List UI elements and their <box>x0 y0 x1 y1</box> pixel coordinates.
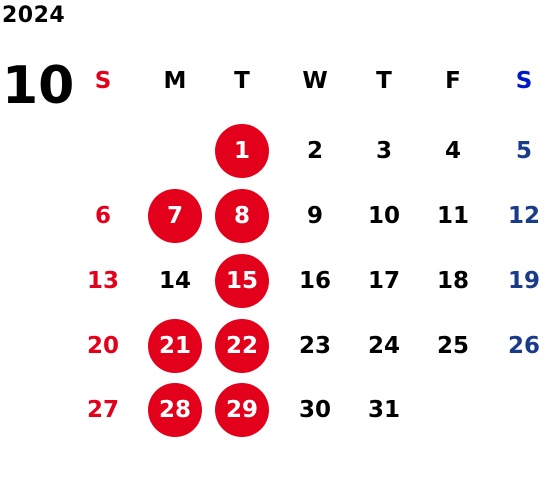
day-cell: 6 <box>94 203 111 229</box>
day-cell: 26 <box>507 333 540 359</box>
day-cell: 15 <box>215 254 269 308</box>
day-cell: 14 <box>158 268 191 294</box>
day-cell: 25 <box>436 333 469 359</box>
day-cell: 1 <box>215 124 269 178</box>
weekday-header: T <box>234 68 250 94</box>
day-cell: 11 <box>436 203 469 229</box>
day-cell: 20 <box>86 333 119 359</box>
day-cell: 27 <box>86 397 119 423</box>
day-cell: 23 <box>298 333 331 359</box>
day-cell: 3 <box>375 138 392 164</box>
day-cell: 16 <box>298 268 331 294</box>
weekday-header: M <box>163 68 187 94</box>
day-cell: 24 <box>367 333 400 359</box>
weekday-header: S <box>515 68 533 94</box>
day-cell: 21 <box>148 319 202 373</box>
day-cell: 7 <box>148 189 202 243</box>
weekday-header: S <box>94 68 112 94</box>
day-cell: 22 <box>215 319 269 373</box>
day-cell: 13 <box>86 268 119 294</box>
day-cell: 8 <box>215 189 269 243</box>
day-cell: 19 <box>507 268 540 294</box>
day-cell: 12 <box>507 203 540 229</box>
weekday-header: F <box>445 68 461 94</box>
day-cell: 5 <box>515 138 532 164</box>
day-cell: 30 <box>298 397 331 423</box>
day-cell: 4 <box>444 138 461 164</box>
day-cell: 18 <box>436 268 469 294</box>
day-cell: 31 <box>367 397 400 423</box>
day-cell: 29 <box>215 383 269 437</box>
day-cell: 9 <box>306 203 323 229</box>
year-label: 2024 <box>2 3 66 28</box>
weekday-header: W <box>302 68 328 94</box>
day-cell: 10 <box>367 203 400 229</box>
day-cell: 28 <box>148 383 202 437</box>
weekday-header: T <box>376 68 392 94</box>
month-number: 10 <box>2 56 75 116</box>
day-cell: 17 <box>367 268 400 294</box>
day-cell: 2 <box>306 138 323 164</box>
